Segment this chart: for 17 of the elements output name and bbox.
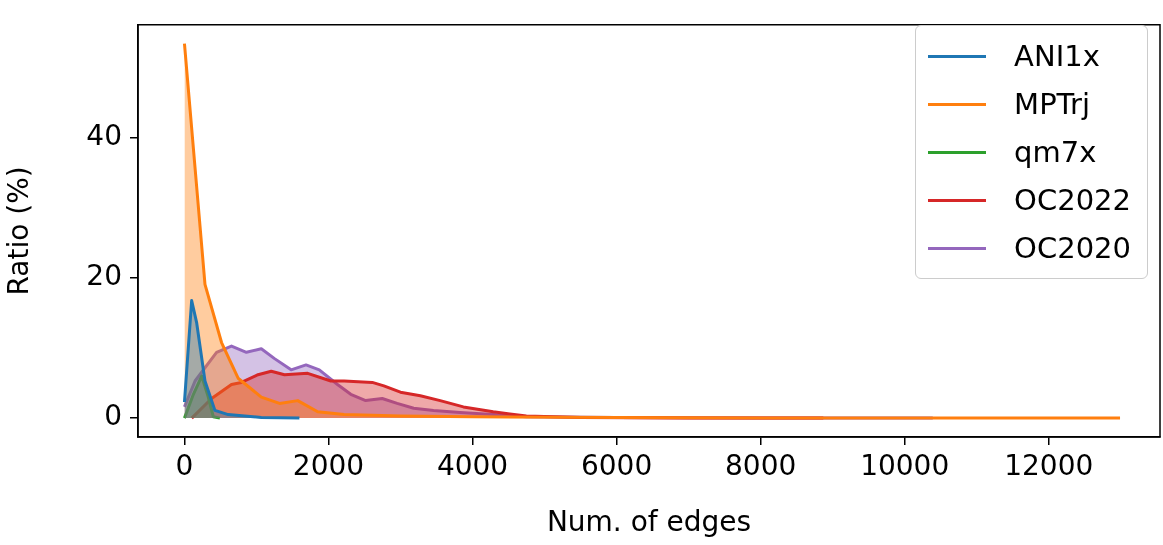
x-tick-label: 8000 xyxy=(725,449,797,483)
legend-label: qm7x xyxy=(1014,135,1097,169)
y-tick-label: 20 xyxy=(86,259,122,293)
x-tick-label: 4000 xyxy=(436,449,509,483)
x-tick-label: 6000 xyxy=(580,449,653,483)
y-axis-title: Ratio (%) xyxy=(2,166,36,296)
x-tick-label: 2000 xyxy=(292,449,365,483)
legend-label: MPTrj xyxy=(1014,87,1091,121)
legend-label: ANI1x xyxy=(1014,39,1100,73)
x-axis-title: Num. of edges xyxy=(546,505,752,539)
x-tick-label: 10000 xyxy=(860,449,950,483)
x-tick-label: 0 xyxy=(175,449,194,483)
legend-label: OC2022 xyxy=(1014,183,1131,217)
y-tick-label: 40 xyxy=(86,119,122,153)
x-tick-label: 12000 xyxy=(1004,449,1094,483)
legend-label: OC2020 xyxy=(1014,231,1131,265)
y-tick-label: 0 xyxy=(104,399,122,433)
